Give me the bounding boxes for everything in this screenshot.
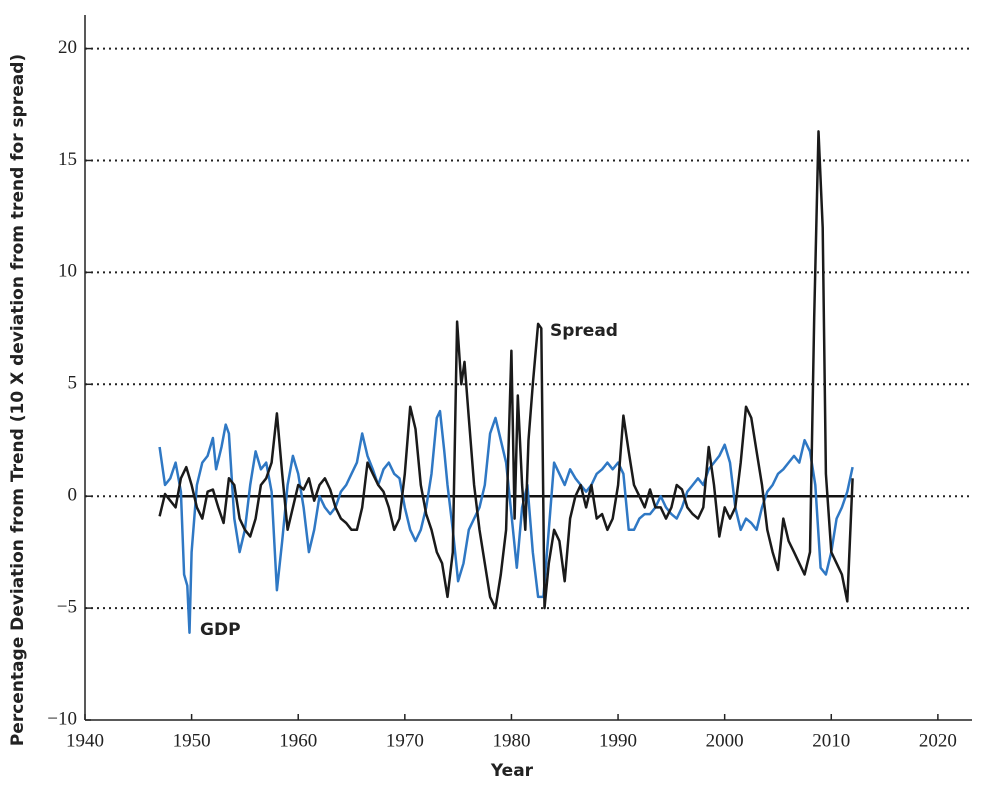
series-line xyxy=(158,409,854,634)
x-tick-label: 1990 xyxy=(599,730,637,751)
x-tick-label: 1950 xyxy=(173,730,211,751)
annotation: GDP xyxy=(200,620,241,640)
series-line xyxy=(158,130,854,610)
x-tick-label: 2010 xyxy=(812,730,850,751)
y-tick-label: 5 xyxy=(68,373,78,394)
x-axis-label: Year xyxy=(490,761,534,781)
x-tick-label: 1960 xyxy=(279,730,317,751)
y-axis-label: Percentage Deviation from Trend (10 X de… xyxy=(8,54,28,746)
y-tick-label: −10 xyxy=(47,708,77,729)
y-tick-label: 15 xyxy=(58,149,77,170)
x-tick-label: 2000 xyxy=(706,730,744,751)
x-tick-label: 1980 xyxy=(492,730,530,751)
y-tick-label: 10 xyxy=(58,261,77,282)
y-tick-label: 20 xyxy=(58,37,77,58)
y-tick-label: 0 xyxy=(68,485,78,506)
x-tick-label: 1940 xyxy=(66,730,104,751)
y-tick-label: −5 xyxy=(57,596,77,617)
x-tick-label: 1970 xyxy=(386,730,424,751)
annotation: Spread xyxy=(550,321,618,341)
x-tick-label: 2020 xyxy=(919,730,957,751)
